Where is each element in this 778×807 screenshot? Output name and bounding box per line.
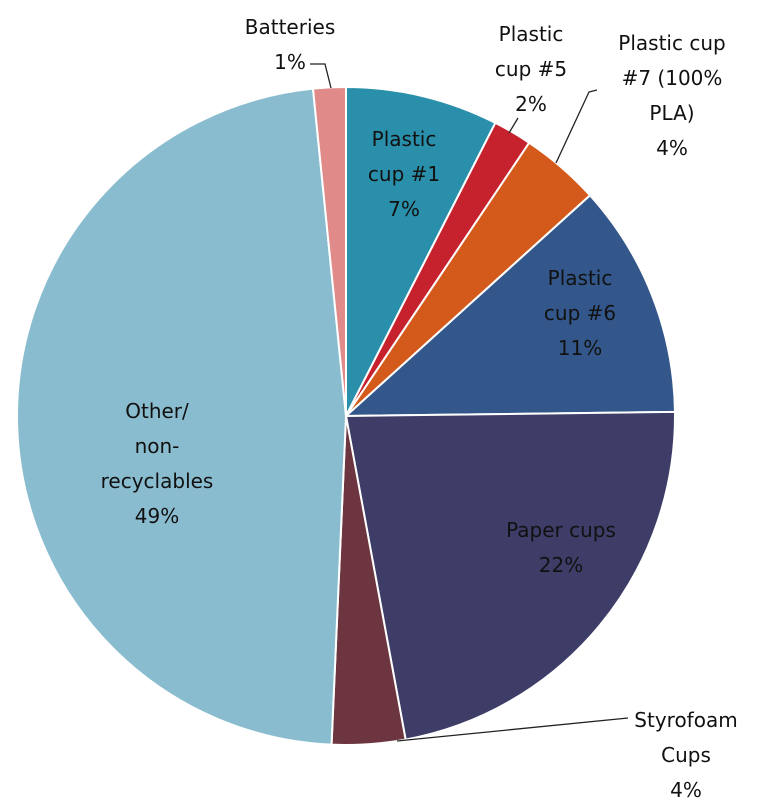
data-label-name-other-non-recyclables: recyclables	[101, 469, 214, 493]
data-label-name-batteries: Batteries	[245, 15, 335, 39]
data-label-name-styrofoam-cups: Styrofoam	[634, 708, 737, 732]
slice-other-non-recyclables	[16, 87, 348, 746]
data-label-name-other-non-recyclables: Other/	[125, 399, 189, 423]
data-label-name-styrofoam-cups: Cups	[661, 743, 711, 767]
slice-plastic-cup-1	[345, 85, 497, 417]
leader-line-styrofoam-cups	[396, 717, 629, 742]
data-label-value-plastic-cup-7-100-pla: 4%	[656, 136, 688, 160]
data-label-value-plastic-cup-1: 7%	[388, 197, 420, 221]
slice-plastic-cup-6	[343, 193, 676, 418]
data-label-value-paper-cups: 22%	[539, 553, 583, 577]
data-label-name-plastic-cup-1: cup #1	[368, 162, 440, 186]
slice-paper-cups	[344, 410, 676, 741]
slice-batteries	[311, 85, 347, 417]
leader-line-plastic-cup-7-100-pla	[555, 89, 598, 164]
data-label-name-plastic-cup-1: Plastic	[372, 127, 437, 151]
leader-line-batteries	[310, 63, 332, 89]
data-label-name-plastic-cup-5: cup #5	[495, 57, 567, 81]
data-label-name-plastic-cup-7-100-pla: Plastic cup	[618, 31, 725, 55]
data-label-name-plastic-cup-6: Plastic	[548, 266, 613, 290]
data-label-value-other-non-recyclables: 49%	[135, 504, 179, 528]
data-label-value-plastic-cup-6: 11%	[558, 336, 602, 360]
data-label-value-batteries: 1%	[274, 50, 306, 74]
leader-line-plastic-cup-5	[508, 117, 519, 134]
data-label-name-plastic-cup-7-100-pla: PLA)	[649, 101, 694, 125]
data-label-name-paper-cups: Paper cups	[506, 518, 616, 542]
data-label-name-plastic-cup-7-100-pla: #7 (100%	[622, 66, 723, 90]
data-label-value-styrofoam-cups: 4%	[670, 778, 702, 802]
data-label-value-plastic-cup-5: 2%	[515, 92, 547, 116]
data-label-name-plastic-cup-5: Plastic	[499, 22, 564, 46]
data-label-name-other-non-recyclables: non-	[135, 434, 180, 458]
data-label-name-plastic-cup-6: cup #6	[544, 301, 616, 325]
